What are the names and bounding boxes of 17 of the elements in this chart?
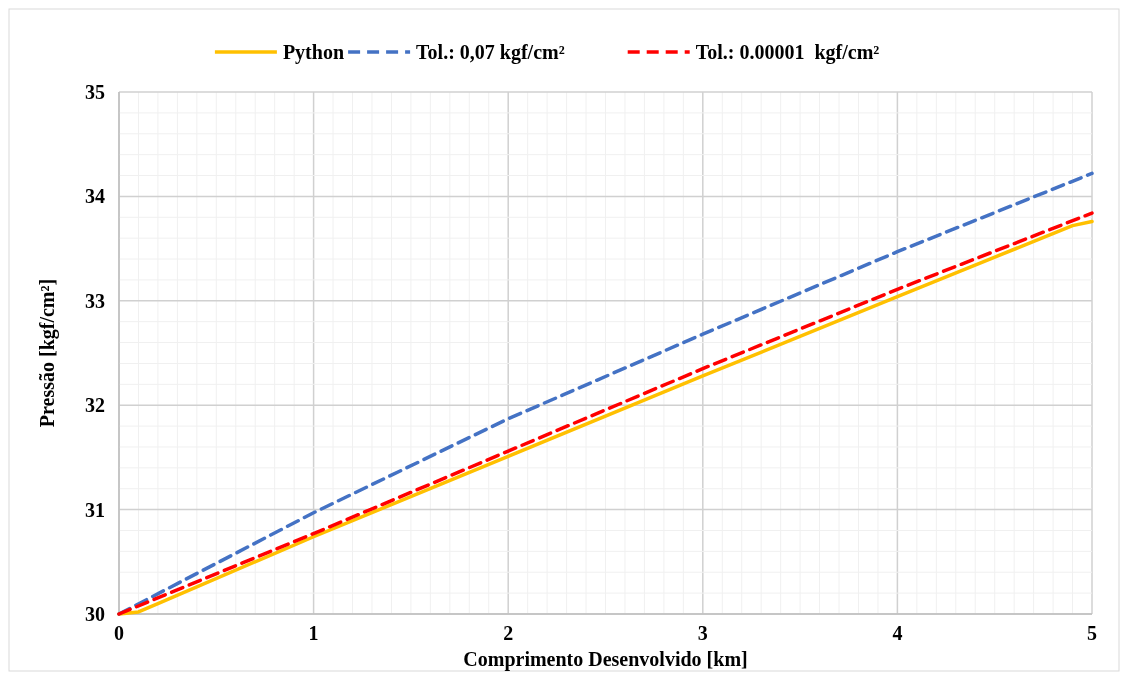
x-tick-label: 5: [1087, 622, 1097, 644]
x-tick-label: 1: [308, 622, 319, 644]
y-tick-label: 30: [85, 603, 105, 625]
legend-label: Tol.: 0,07 kgf/cm²: [416, 41, 565, 64]
y-tick-label: 31: [85, 498, 105, 521]
legend-label: Python: [282, 41, 345, 64]
y-tick-label: 32: [85, 394, 105, 417]
x-tick-label: 4: [892, 622, 903, 644]
legend-label: Tol.: 0.00001 kgf/cm²: [695, 41, 880, 64]
y-tick-label: 35: [85, 81, 105, 103]
x-axis-title: Comprimento Desenvolvido [km]: [463, 648, 748, 671]
y-axis-title: Pressão [kgf/cm²]: [36, 278, 59, 428]
y-tick-label: 34: [85, 185, 105, 208]
y-tick-label: 33: [85, 289, 105, 312]
x-tick-label: 2: [503, 622, 514, 644]
x-tick-label: 0: [114, 622, 124, 644]
x-tick-label: 3: [697, 622, 708, 644]
